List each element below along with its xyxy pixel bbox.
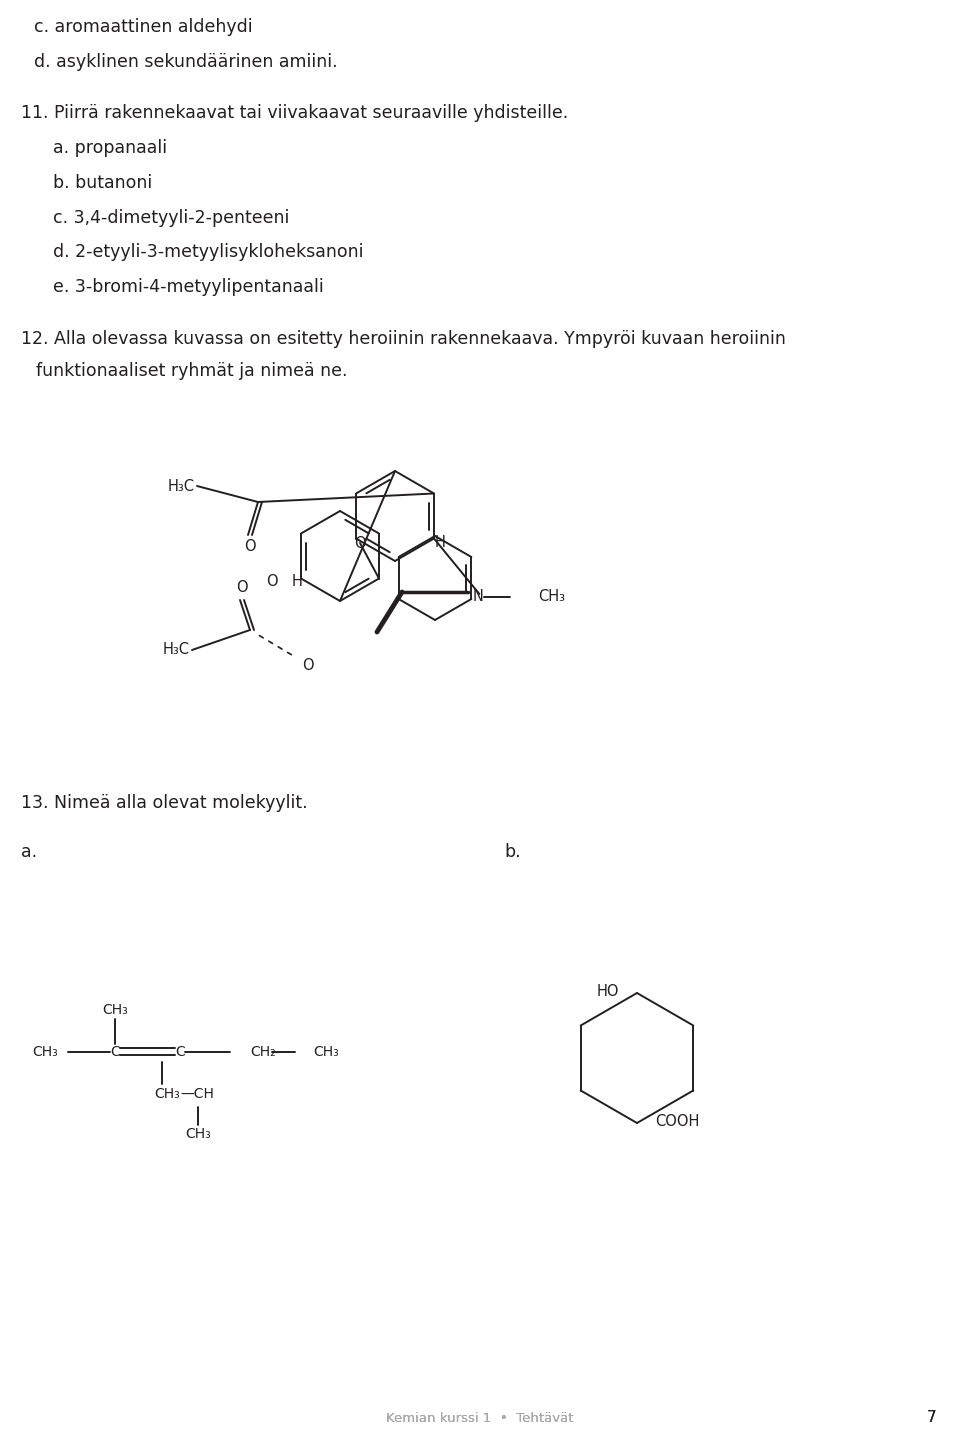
Text: CH₂: CH₂	[250, 1045, 276, 1058]
Text: H: H	[435, 534, 445, 549]
Text: C: C	[175, 1045, 185, 1058]
Text: HO: HO	[596, 983, 619, 999]
Text: b.: b.	[504, 843, 520, 860]
Text: H₃C: H₃C	[168, 478, 195, 494]
Text: C: C	[110, 1045, 120, 1058]
Text: 11. Piirrä rakennekaavat tai viivakaavat seuraaville yhdisteille.: 11. Piirrä rakennekaavat tai viivakaavat…	[21, 104, 568, 122]
Text: —CH: —CH	[180, 1087, 214, 1100]
Text: O: O	[236, 581, 248, 595]
Text: CH₃: CH₃	[538, 589, 565, 604]
Text: O: O	[266, 575, 278, 589]
Text: CH₃: CH₃	[155, 1087, 180, 1100]
Text: d. asyklinen sekundäärinen amiini.: d. asyklinen sekundäärinen amiini.	[34, 52, 337, 71]
Text: CH₃: CH₃	[32, 1045, 58, 1058]
Text: funktionaaliset ryhmät ja nimeä ne.: funktionaaliset ryhmät ja nimeä ne.	[36, 362, 348, 379]
Text: c. aromaattinen aldehydi: c. aromaattinen aldehydi	[34, 17, 252, 36]
Text: e. 3-bromi-4-metyylipentanaali: e. 3-bromi-4-metyylipentanaali	[53, 278, 324, 295]
Text: H₃C: H₃C	[163, 643, 190, 657]
Text: 7: 7	[926, 1410, 936, 1425]
Text: CH₃: CH₃	[185, 1127, 211, 1141]
Text: COOH: COOH	[655, 1114, 700, 1128]
Text: O: O	[302, 659, 314, 673]
Text: b. butanoni: b. butanoni	[53, 174, 152, 191]
Text: d. 2-etyyli-3-metyylisykloheksanoni: d. 2-etyyli-3-metyylisykloheksanoni	[53, 243, 363, 261]
Text: 13. Nimeä alla olevat molekyylit.: 13. Nimeä alla olevat molekyylit.	[21, 794, 308, 811]
Text: O: O	[354, 536, 366, 550]
Text: N: N	[472, 589, 484, 604]
Text: a.: a.	[21, 843, 37, 860]
Text: 12. Alla olevassa kuvassa on esitetty heroiinin rakennekaava. Ympyröi kuvaan her: 12. Alla olevassa kuvassa on esitetty he…	[21, 330, 786, 348]
Text: CH₃: CH₃	[313, 1045, 339, 1058]
Text: Kemian kurssi 1  •  Tehtävät: Kemian kurssi 1 • Tehtävät	[386, 1412, 574, 1425]
Text: H: H	[292, 575, 302, 589]
Text: CH₃: CH₃	[102, 1003, 128, 1016]
Text: a. propanaali: a. propanaali	[53, 139, 167, 156]
Text: c. 3,4-dimetyyli-2-penteeni: c. 3,4-dimetyyli-2-penteeni	[53, 209, 289, 226]
Text: O: O	[244, 540, 255, 555]
Text: 7: 7	[926, 1410, 936, 1425]
Text: Kemian kurssi 1  •  Tehtävät: Kemian kurssi 1 • Tehtävät	[386, 1412, 574, 1425]
